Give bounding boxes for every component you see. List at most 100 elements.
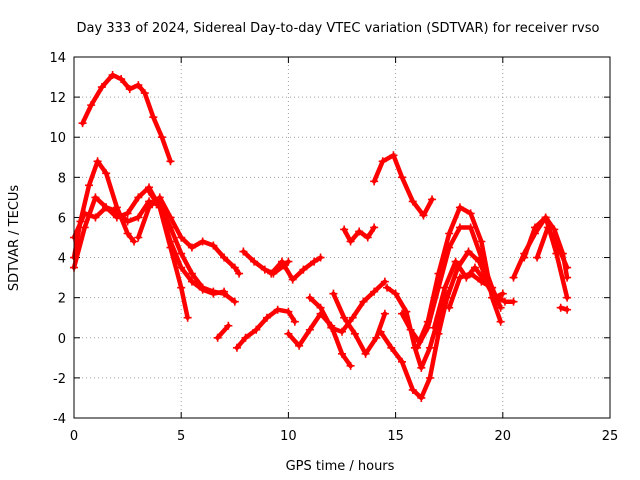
data-point [177, 249, 186, 258]
data-point [305, 325, 314, 334]
data-point [477, 253, 486, 262]
data-point [425, 343, 434, 352]
series-trace [234, 307, 298, 351]
data-point [149, 113, 158, 122]
data-point [455, 273, 464, 282]
data-point [220, 253, 229, 262]
series-sat-v [494, 293, 518, 306]
data-point [466, 269, 475, 278]
x-tick-label: 15 [387, 429, 404, 444]
data-point [277, 257, 286, 266]
data-point [496, 317, 505, 326]
data-point [130, 237, 139, 246]
data-point [224, 321, 233, 330]
y-tick-label: 10 [49, 131, 66, 146]
data-point [102, 203, 111, 212]
data-point [563, 293, 572, 302]
data-point [155, 193, 164, 202]
data-point [134, 193, 143, 202]
data-point [198, 237, 207, 246]
data-point [288, 275, 297, 284]
data-point [177, 233, 186, 242]
data-point [327, 323, 336, 332]
data-point [262, 313, 271, 322]
data-point [533, 253, 542, 262]
data-point [425, 373, 434, 382]
data-point [389, 151, 398, 160]
data-point [488, 283, 497, 292]
data-point [123, 209, 132, 218]
data-point [370, 287, 379, 296]
data-point [430, 323, 439, 332]
data-point [145, 203, 154, 212]
series-sat-g [213, 321, 233, 342]
series-sat-m [329, 289, 389, 358]
data-point [530, 223, 539, 232]
x-tick-label: 25 [602, 429, 619, 444]
data-point [556, 303, 565, 312]
series-trace [534, 225, 570, 270]
data-point [125, 85, 134, 94]
x-tick-label: 10 [280, 429, 297, 444]
y-tick-label: 0 [58, 332, 66, 347]
data-point [305, 293, 314, 302]
data-point [209, 241, 218, 250]
series-sat-x [520, 213, 572, 302]
y-tick-label: 4 [58, 252, 66, 267]
x-tick-label: 0 [70, 429, 78, 444]
series-trace [331, 291, 388, 357]
data-point [398, 173, 407, 182]
data-point [372, 333, 381, 342]
y-tick-label: 6 [58, 211, 66, 226]
data-point [543, 223, 552, 232]
data-point [498, 289, 507, 298]
series-trace [136, 195, 242, 276]
data-point [470, 263, 479, 272]
y-tick-label: 8 [58, 171, 66, 186]
data-point [370, 177, 379, 186]
data-point [166, 157, 175, 166]
data-point [260, 265, 269, 274]
data-point [230, 297, 239, 306]
data-point [187, 269, 196, 278]
data-point [235, 269, 244, 278]
data-point [80, 209, 89, 218]
series-sat-f [145, 187, 229, 298]
data-point [355, 227, 364, 236]
data-point [378, 157, 387, 166]
series-sat-h [232, 305, 299, 352]
data-point [338, 327, 346, 336]
x-axis-label: GPS time / hours [286, 459, 395, 474]
data-point [112, 207, 121, 216]
data-point [419, 211, 428, 220]
data-point [346, 237, 355, 246]
data-point [187, 277, 196, 286]
data-point [134, 213, 143, 222]
x-tick-label: 20 [495, 429, 512, 444]
data-point [408, 385, 417, 394]
series-trace [215, 323, 231, 341]
data-point [398, 309, 407, 318]
data-point [563, 305, 572, 314]
data-point [428, 195, 437, 204]
data-point [87, 101, 96, 110]
y-tick-label: -4 [53, 412, 66, 427]
data-point [350, 329, 359, 338]
data-point [363, 233, 372, 242]
data-point [340, 313, 349, 322]
data-point [359, 297, 368, 306]
data-point [496, 303, 505, 312]
data-point [230, 263, 239, 272]
y-tick-label: 12 [49, 91, 66, 106]
data-point [380, 309, 389, 318]
y-axis-label: SDTVAR / TECUs [7, 185, 22, 292]
data-point [466, 209, 475, 218]
data-point [177, 263, 186, 272]
data-point [477, 237, 486, 246]
data-point [361, 349, 370, 358]
chart-title: Day 333 of 2024, Sidereal Day-to-day VTE… [77, 21, 600, 36]
data-point [477, 277, 486, 286]
data-point [134, 233, 143, 242]
data-point [232, 343, 241, 352]
data-point [340, 225, 349, 234]
